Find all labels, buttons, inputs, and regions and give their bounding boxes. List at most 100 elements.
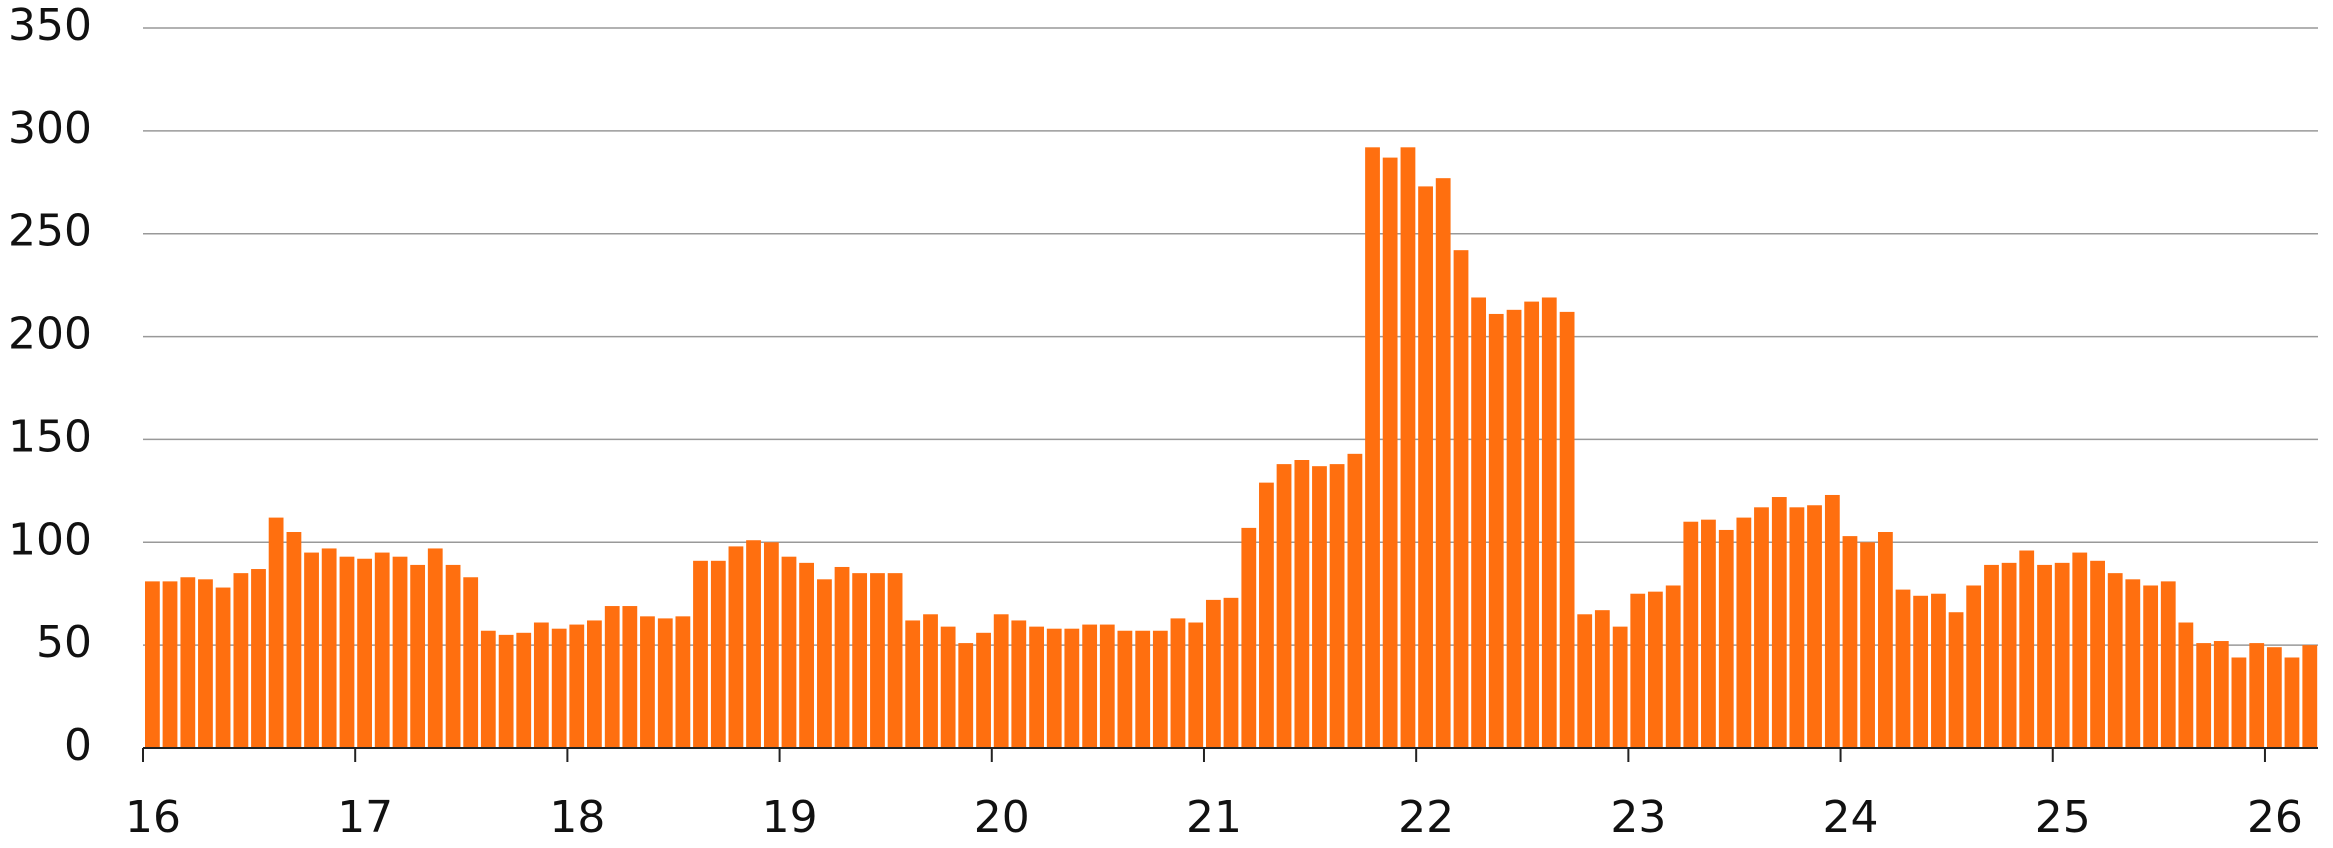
bar [852,573,868,748]
bar [463,577,479,748]
bar [2196,643,2212,748]
bar [2266,647,2282,748]
bar [374,552,390,748]
bar [304,552,319,748]
bar [675,616,691,748]
bar [1046,628,1062,748]
y-tick-label: 0 [64,720,92,771]
bar [1435,178,1451,748]
y-tick-label: 300 [8,103,92,154]
bar [1647,591,1663,748]
bar [1559,311,1575,748]
bar [923,614,938,748]
bar [286,532,302,748]
bar [1966,585,1982,748]
bar [1329,464,1345,748]
bar [2160,581,2176,748]
bar [1524,301,1540,748]
bar [746,540,761,748]
bar [533,622,549,748]
bar [817,579,832,748]
bar [1488,313,1504,748]
bar [763,542,779,748]
x-tick-label: 23 [1610,792,1666,843]
bar [1418,186,1433,748]
bar [233,573,249,748]
bar [1754,507,1769,748]
bar [321,548,337,748]
bar [1736,517,1752,748]
bar [2125,579,2141,748]
bar [1276,464,1292,748]
bar [339,556,355,748]
bar [1683,521,1699,748]
bar [2107,573,2123,748]
bar [480,630,496,748]
bar [1931,593,1946,748]
y-tick-label: 150 [8,411,92,462]
bar [1064,628,1080,748]
bar [1577,614,1593,748]
y-tick-label: 200 [8,309,92,360]
bar [498,634,514,748]
bar [2231,657,2247,748]
bar [1630,593,1646,748]
bar [1400,147,1416,749]
bar [1877,532,1893,748]
x-tick-label: 25 [2035,792,2091,843]
bar [1541,297,1557,748]
bar [215,587,231,748]
bar [1312,466,1327,748]
bar [2302,645,2318,748]
bar [1701,519,1716,748]
y-tick-label: 50 [36,617,92,668]
bar [1170,618,1186,748]
bar [1860,542,1875,748]
bar [1259,482,1274,748]
bar [1029,626,1045,748]
y-tick-label: 350 [8,0,92,51]
bar [993,614,1009,748]
bar [1984,564,1999,748]
bar [392,556,408,748]
bar [1807,505,1822,748]
bar [1824,494,1840,748]
bar [2143,585,2159,748]
x-tick-label: 26 [2247,792,2303,843]
bar [2037,564,2052,748]
bar [640,616,655,748]
bar [569,624,585,748]
x-tick-label: 20 [974,792,1030,843]
bar [781,556,797,748]
bar [2178,622,2194,748]
bar [1294,460,1310,748]
bar [2249,643,2265,748]
bar [1471,297,1487,748]
bar [1718,529,1734,748]
bar [162,581,178,748]
bar [1117,630,1133,748]
bar [1842,536,1858,748]
bar [180,577,196,748]
bar [1347,453,1363,748]
x-tick-label: 24 [1823,792,1879,843]
bar [710,560,726,748]
bar [2284,657,2300,748]
bar [2001,562,2017,748]
bar [1594,610,1610,748]
x-tick-label: 22 [1398,792,1454,843]
bar [976,632,991,748]
bar [622,606,638,748]
bar [657,618,673,748]
bar [958,643,974,748]
bar [251,569,266,748]
x-tick-label: 21 [1186,792,1242,843]
bar [1948,612,1964,748]
bar [2090,560,2105,748]
bar [728,546,744,748]
x-tick-label: 17 [337,792,393,843]
bar [551,628,567,748]
bar [1771,497,1787,748]
bar [693,560,708,748]
bar [799,562,814,748]
